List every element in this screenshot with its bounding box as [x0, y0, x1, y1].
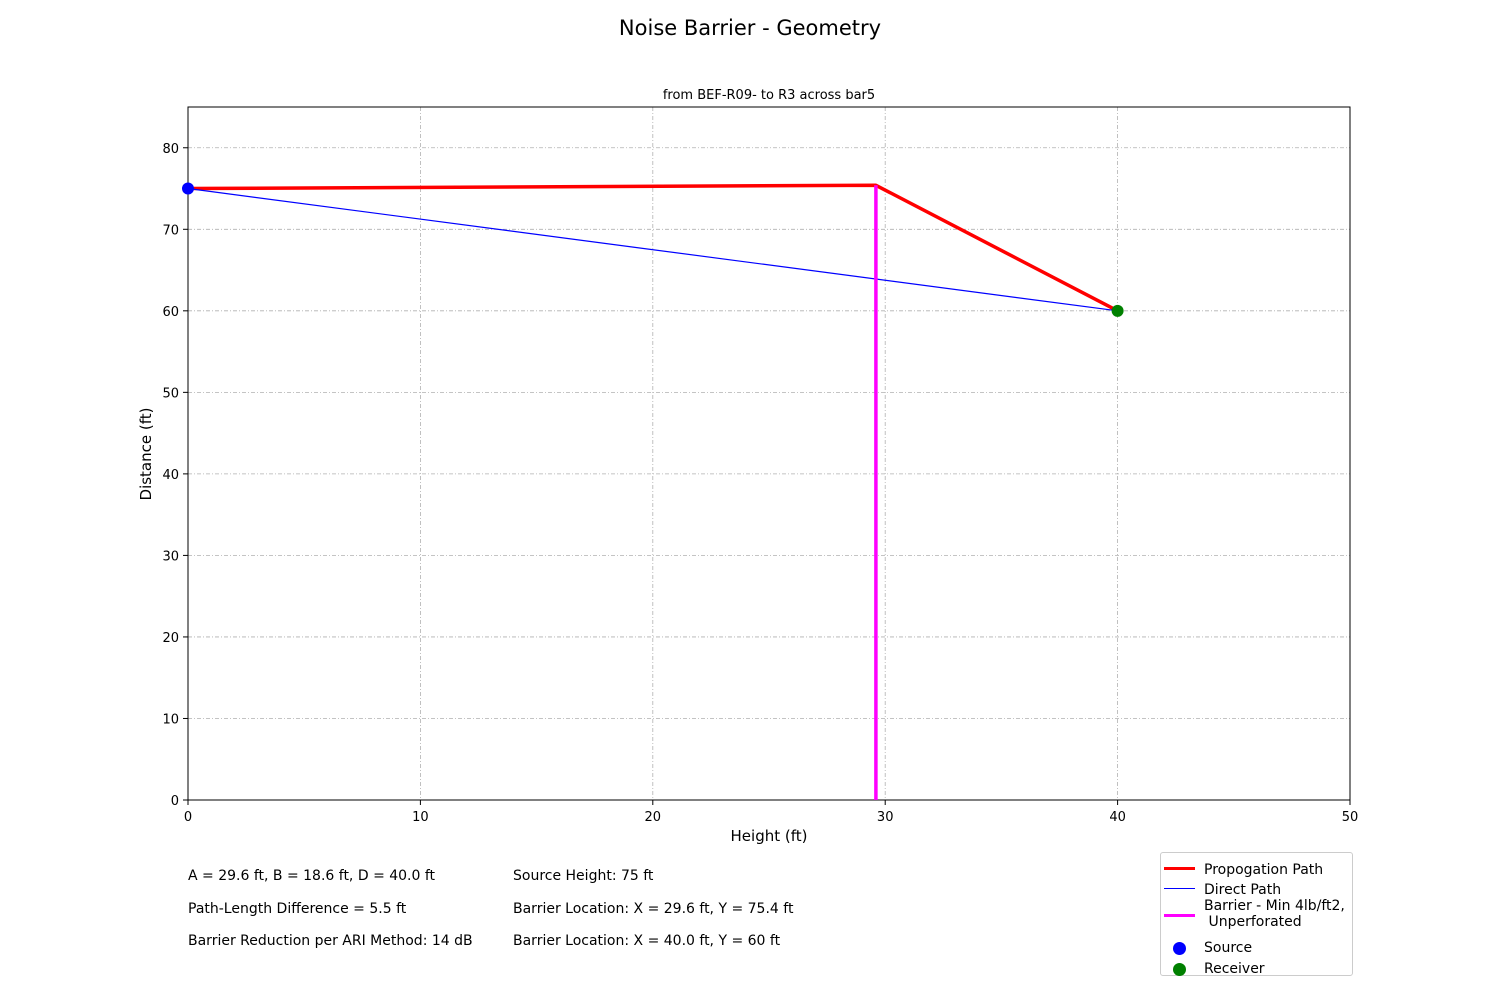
- y-tick-label: 50: [162, 386, 179, 401]
- y-tick-label: 70: [162, 223, 179, 238]
- info-left-3: Barrier Reduction per ARI Method: 14 dB: [188, 933, 473, 949]
- y-tick-label: 80: [162, 142, 179, 157]
- x-tick-label: 40: [1109, 810, 1126, 825]
- legend-label: Barrier - Min 4lb/ft2, Unperforated: [1204, 898, 1345, 930]
- grid: [188, 107, 1350, 800]
- legend-item-receiver: Receiver: [1161, 959, 1352, 977]
- source-point: [182, 182, 194, 195]
- series: [182, 182, 1124, 800]
- legend: Propogation Path Direct Path Barrier - M…: [1160, 852, 1353, 977]
- y-tick-label: 60: [162, 305, 179, 320]
- legend-item-propagation-path: Propogation Path: [1161, 859, 1352, 878]
- info-right-1: Source Height: 75 ft: [513, 868, 654, 884]
- legend-swatch-red-line: [1164, 867, 1195, 870]
- legend-swatch-blue-dot: [1173, 942, 1186, 955]
- y-tick-label: 30: [162, 549, 179, 564]
- axes: 0 10 20 30 40 50 0 10 20 30 40 50 60 70 80: [162, 106, 1359, 825]
- legend-label: Receiver: [1204, 961, 1265, 977]
- legend-item-source: Source: [1161, 938, 1352, 956]
- info-left-2: Path-Length Difference = 5.5 ft: [188, 901, 407, 917]
- info-left-1: A = 29.6 ft, B = 18.6 ft, D = 40.0 ft: [188, 868, 436, 884]
- legend-swatch-magenta-line: [1164, 914, 1195, 917]
- plot-frame: [187, 106, 1351, 801]
- x-tick-label: 50: [1342, 810, 1359, 825]
- info-right-2: Barrier Location: X = 29.6 ft, Y = 75.4 …: [513, 901, 794, 917]
- receiver-point: [1111, 304, 1124, 317]
- x-tick-label: 0: [184, 810, 192, 825]
- x-tick-label: 30: [877, 810, 894, 825]
- legend-item-direct-path: Direct Path: [1161, 879, 1352, 898]
- legend-swatch-green-dot: [1173, 963, 1186, 976]
- chart-title: from BEF-R09- to R3 across bar5: [663, 88, 875, 103]
- y-tick-label: 20: [162, 631, 179, 646]
- y-tick-label: 10: [162, 712, 179, 727]
- y-tick-label: 0: [171, 794, 179, 809]
- figure-title: Noise Barrier - Geometry: [618, 16, 882, 40]
- info-right-3: Barrier Location: X = 40.0 ft, Y = 60 ft: [513, 933, 781, 949]
- legend-item-barrier: Barrier - Min 4lb/ft2, Unperforated: [1161, 898, 1352, 933]
- x-tick-label: 20: [645, 810, 662, 825]
- legend-label: Propogation Path: [1204, 862, 1324, 878]
- y-axis-label: Distance (ft): [137, 408, 155, 501]
- legend-label: Direct Path: [1204, 882, 1282, 898]
- direct-line: [187, 187, 1118, 312]
- legend-label: Source: [1204, 940, 1253, 956]
- legend-swatch-blue-line: [1164, 888, 1195, 889]
- x-axis-label: Height (ft): [731, 827, 808, 845]
- x-tick-label: 10: [412, 810, 429, 825]
- y-tick-label: 40: [162, 468, 179, 483]
